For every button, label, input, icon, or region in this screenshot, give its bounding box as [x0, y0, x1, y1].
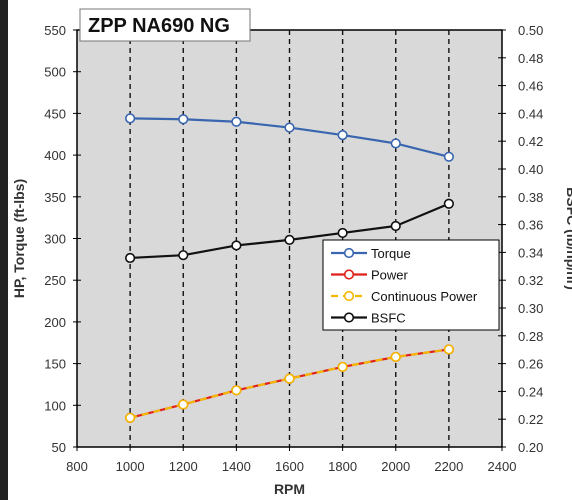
y-tick-label: 550 — [44, 23, 66, 38]
y-tick-label: 300 — [44, 232, 66, 247]
data-point — [443, 198, 454, 209]
legend-swatch-marker — [343, 269, 355, 280]
x-tick-label: 1600 — [275, 459, 304, 474]
data-point — [390, 351, 401, 363]
data-point — [337, 361, 348, 373]
data-point — [125, 113, 136, 124]
window-edge — [0, 0, 8, 500]
x-tick-label: 1400 — [222, 459, 251, 474]
data-point — [284, 373, 295, 384]
y2-tick-label: 0.46 — [518, 79, 543, 94]
y2-tick-label: 0.50 — [518, 23, 543, 38]
data-point — [231, 240, 242, 251]
x-tick-label: 1800 — [328, 459, 357, 474]
chart-title: ZPP NA690 NG — [88, 15, 230, 37]
data-point — [284, 234, 295, 245]
y2-tick-label: 0.22 — [518, 412, 543, 427]
x-tick-label: 1000 — [116, 459, 145, 474]
y2-tick-label: 0.40 — [518, 162, 543, 177]
legend-label: Torque — [371, 246, 411, 261]
y-tick-label: 500 — [44, 65, 66, 80]
data-point — [178, 250, 189, 261]
legend: Torque Power Continuous Power BSFC — [322, 239, 500, 331]
data-point — [178, 399, 189, 410]
series-layer — [125, 113, 454, 423]
x-axis-title: RPM — [274, 481, 305, 497]
y2-tick-label: 0.26 — [518, 357, 543, 372]
y2-tick-label: 0.48 — [518, 51, 543, 66]
y-tick-label: 50 — [52, 440, 66, 455]
y-tick-label: 100 — [44, 398, 66, 413]
y2-tick-label: 0.28 — [518, 329, 543, 344]
x-tick-label: 800 — [66, 459, 88, 474]
axes: 800 1000 1200 1400 1600 1800 2000 2200 2400 50 100… — [44, 23, 543, 474]
x-tick-label: 2000 — [381, 459, 410, 474]
y2-tick-label: 0.30 — [518, 301, 543, 316]
chart-title-background — [79, 8, 251, 42]
data-point — [125, 412, 136, 423]
y2-axis-title: BSFC (lb/hp/hr) — [564, 187, 572, 290]
data-point — [178, 114, 189, 125]
y2-tick-label: 0.34 — [518, 245, 543, 260]
x-tick-label: 2400 — [488, 459, 517, 474]
y2-tick-label: 0.32 — [518, 273, 543, 288]
x-tick-label: 2200 — [434, 459, 463, 474]
legend-label: Continuous Power — [371, 289, 478, 304]
data-point — [390, 220, 401, 232]
y2-tick-label: 0.42 — [518, 134, 543, 149]
data-point — [284, 122, 295, 133]
data-point — [337, 129, 348, 141]
y2-tick-label: 0.44 — [518, 106, 543, 121]
legend-swatch-marker — [343, 247, 355, 259]
y-tick-label: 350 — [44, 190, 66, 205]
data-point — [390, 138, 401, 149]
y2-tick-label: 0.24 — [518, 384, 543, 399]
data-point — [443, 151, 454, 162]
y2-tick-label: 0.38 — [518, 190, 543, 205]
y2-tick-label: 0.20 — [518, 440, 543, 455]
data-point — [231, 385, 242, 396]
chart-title-box: ZPP NA690 NG — [79, 8, 251, 42]
legend-label: BSFC — [371, 311, 406, 326]
legend-swatch-marker — [343, 290, 355, 302]
y-tick-label: 400 — [44, 148, 66, 163]
data-point — [231, 116, 242, 127]
legend-swatch-marker — [343, 312, 355, 323]
y-tick-label: 200 — [44, 315, 66, 330]
x-tick-label: 1200 — [169, 459, 198, 474]
legend-label: Power — [371, 268, 409, 283]
y-tick-label: 150 — [44, 357, 66, 372]
data-point — [337, 227, 348, 239]
y-axis-title: HP, Torque (ft-lbs) — [11, 179, 27, 298]
y-tick-label: 450 — [44, 106, 66, 121]
y2-tick-label: 0.36 — [518, 218, 543, 233]
y-tick-label: 250 — [44, 273, 66, 288]
data-point — [125, 252, 136, 264]
data-point — [443, 344, 454, 355]
